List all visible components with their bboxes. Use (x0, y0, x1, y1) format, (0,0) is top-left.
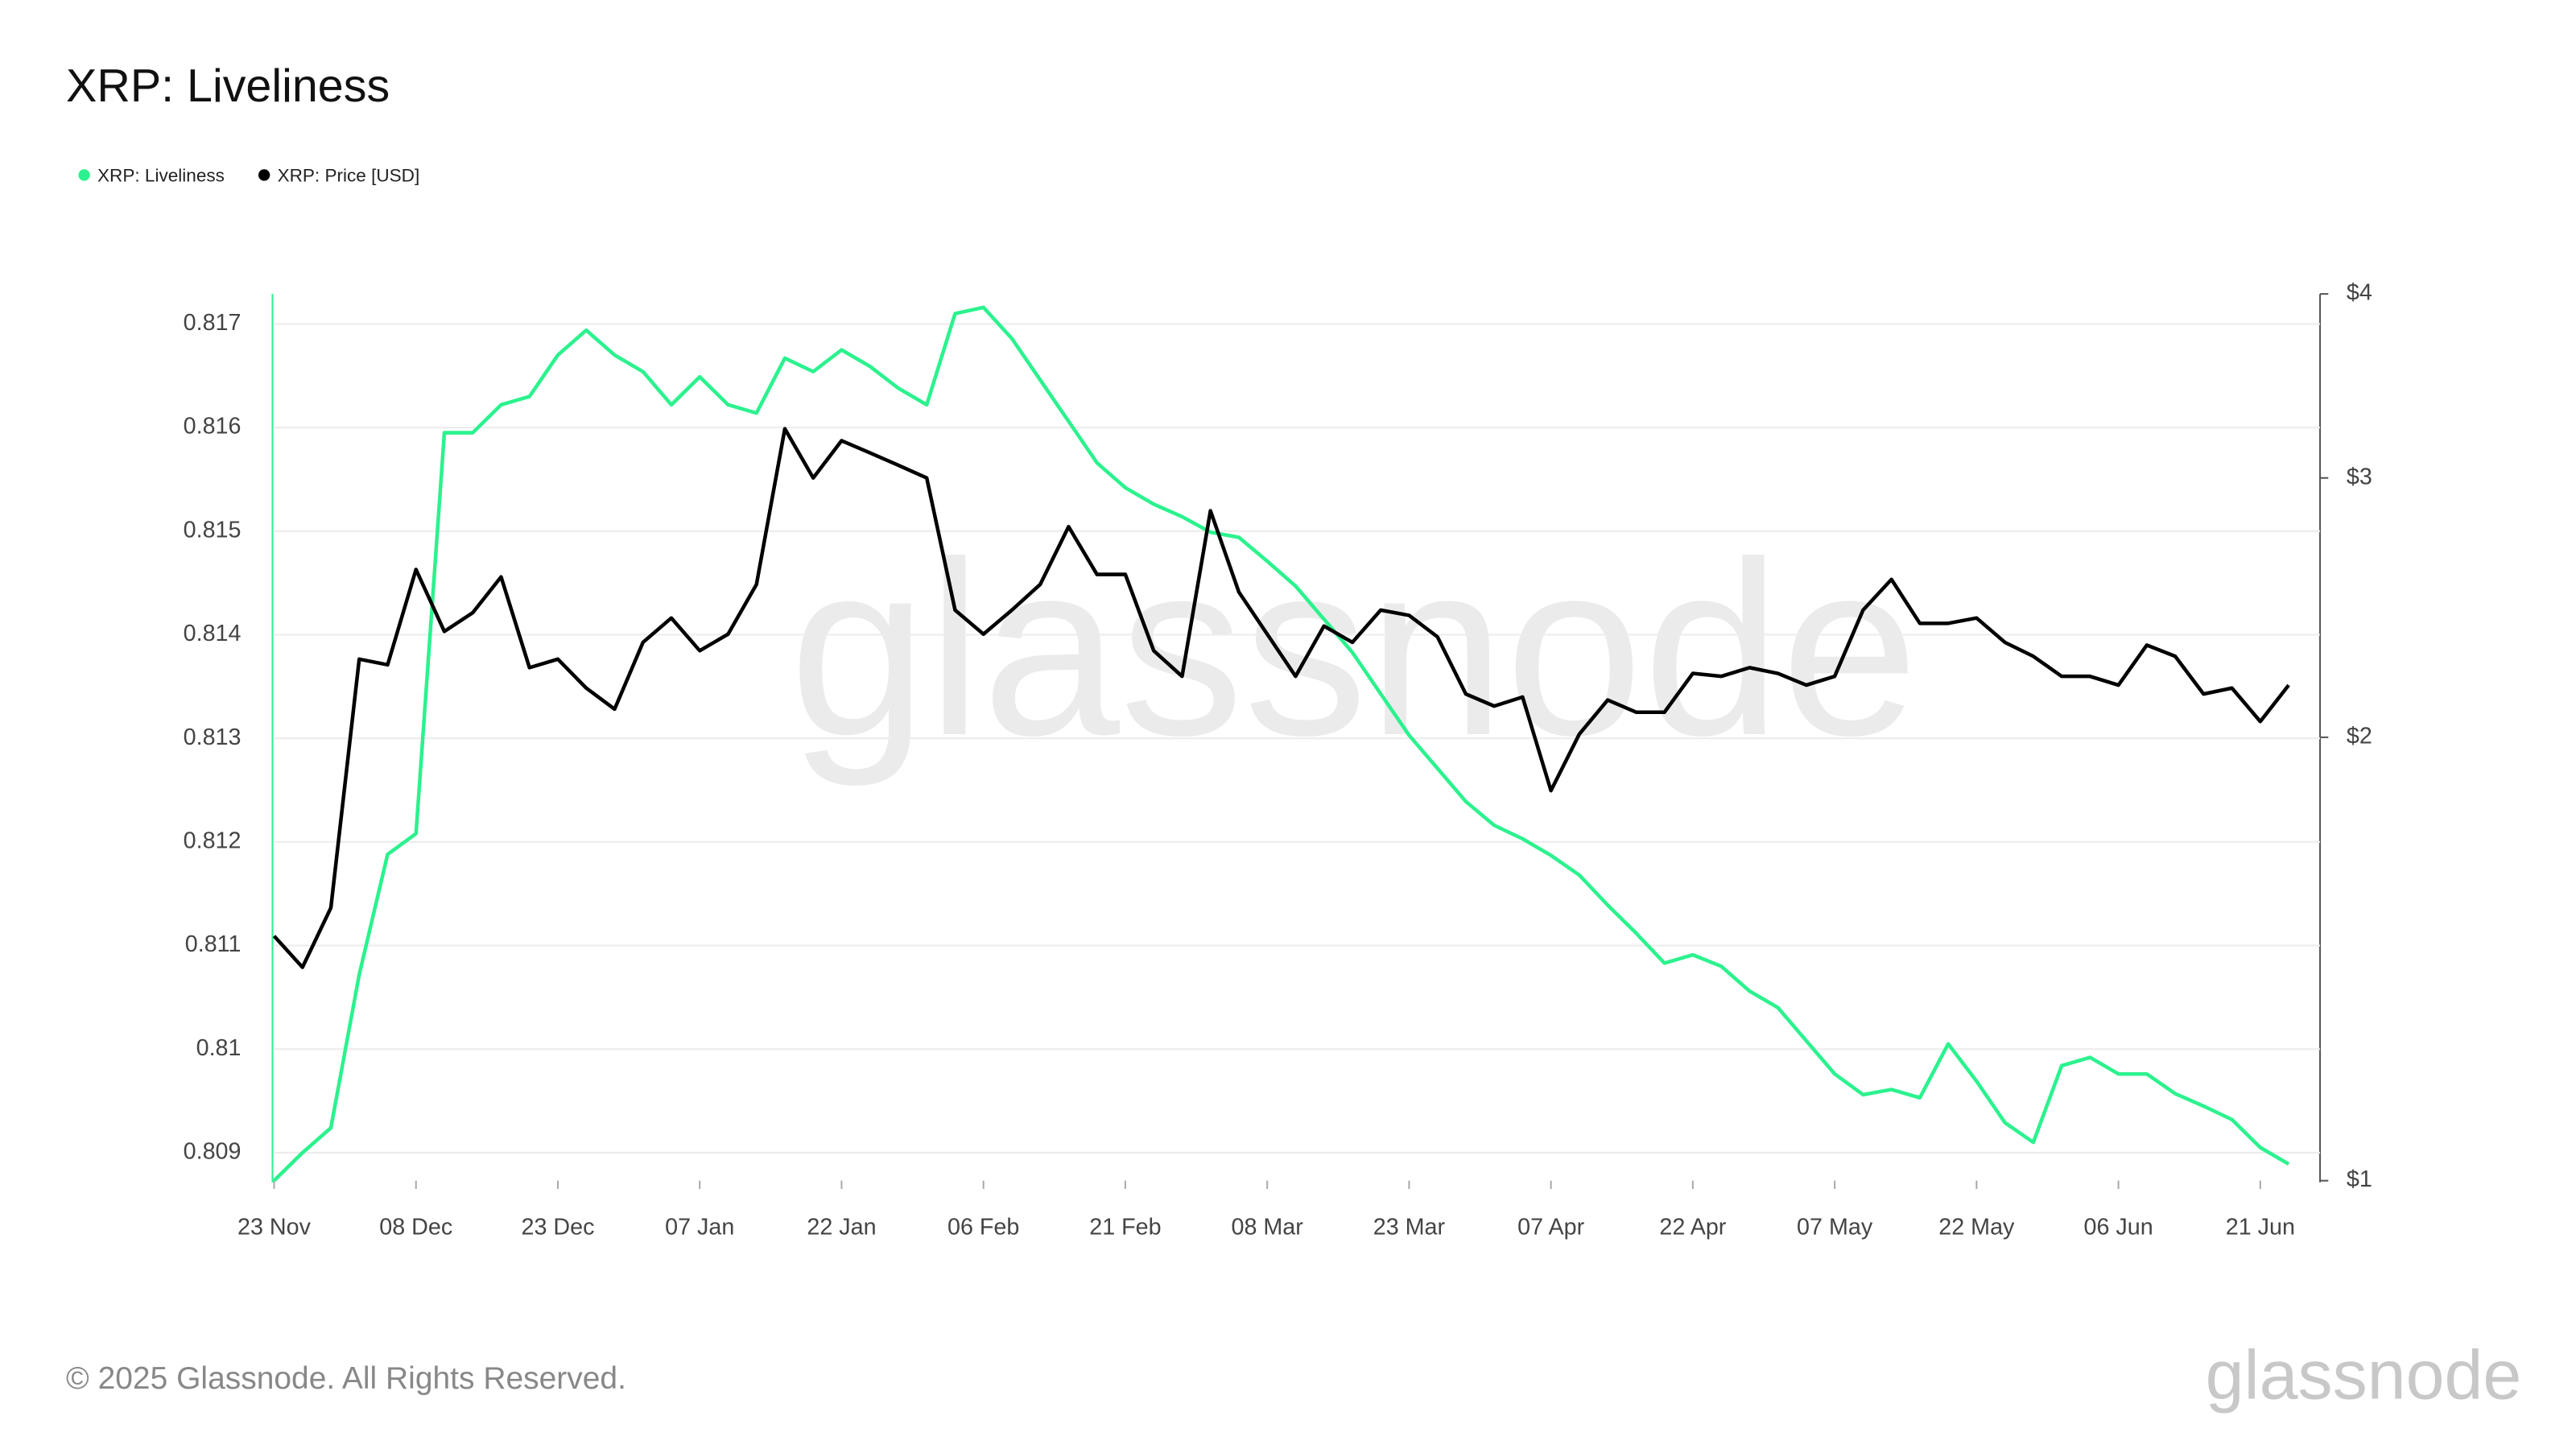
y-tick-label: 0.811 (185, 931, 242, 957)
x-tick-label: 08 Dec (379, 1215, 452, 1241)
y-tick-label: 0.81 (196, 1035, 242, 1061)
x-tick-label: 22 May (1938, 1215, 2015, 1241)
x-tick-label: 06 Jun (2083, 1215, 2153, 1241)
y2-tick-label: $3 (2347, 464, 2372, 489)
x-tick-label: 22 Apr (1659, 1215, 1726, 1241)
x-tick-label: 23 Nov (237, 1215, 312, 1241)
legend-label: XRP: Price [USD] (278, 165, 420, 185)
footer: © 2025 Glassnode. All Rights Reserved. (66, 1361, 626, 1396)
y2-tick-label: $1 (2347, 1166, 2372, 1192)
x-tick-label: 07 May (1797, 1215, 1873, 1241)
legend-marker (258, 169, 270, 181)
x-tick-label: 22 Jan (807, 1215, 876, 1241)
watermark: glassnode (790, 510, 1919, 788)
x-tick-label: 07 Jan (665, 1215, 734, 1241)
chart-title: XRP: Liveliness (66, 60, 390, 112)
y-tick-label: 0.812 (184, 828, 242, 853)
x-tick-label: 23 Mar (1373, 1215, 1446, 1241)
x-tick-label: 08 Mar (1231, 1215, 1303, 1241)
y2-tick-label: $2 (2347, 723, 2372, 749)
x-tick-label: 23 Dec (522, 1215, 595, 1241)
y2-tick-label: $4 (2347, 280, 2372, 306)
x-tick-label: 21 Feb (1089, 1215, 1161, 1241)
series-line (272, 427, 2290, 969)
legend-marker (78, 169, 90, 181)
y-tick-label: 0.817 (184, 310, 242, 336)
x-tick-label: 07 Apr (1517, 1215, 1584, 1241)
y-tick-label: 0.814 (184, 621, 242, 646)
legend-label: XRP: Liveliness (97, 165, 225, 185)
y-tick-label: 0.809 (184, 1139, 242, 1165)
x-tick-label: 06 Feb (947, 1215, 1019, 1241)
y-tick-label: 0.816 (184, 414, 242, 440)
logo: glassnode (2206, 1337, 2522, 1414)
series-line (272, 305, 2290, 1183)
x-tick-label: 21 Jun (2226, 1215, 2295, 1241)
y-tick-label: 0.815 (184, 517, 242, 543)
y-tick-label: 0.813 (184, 724, 242, 750)
